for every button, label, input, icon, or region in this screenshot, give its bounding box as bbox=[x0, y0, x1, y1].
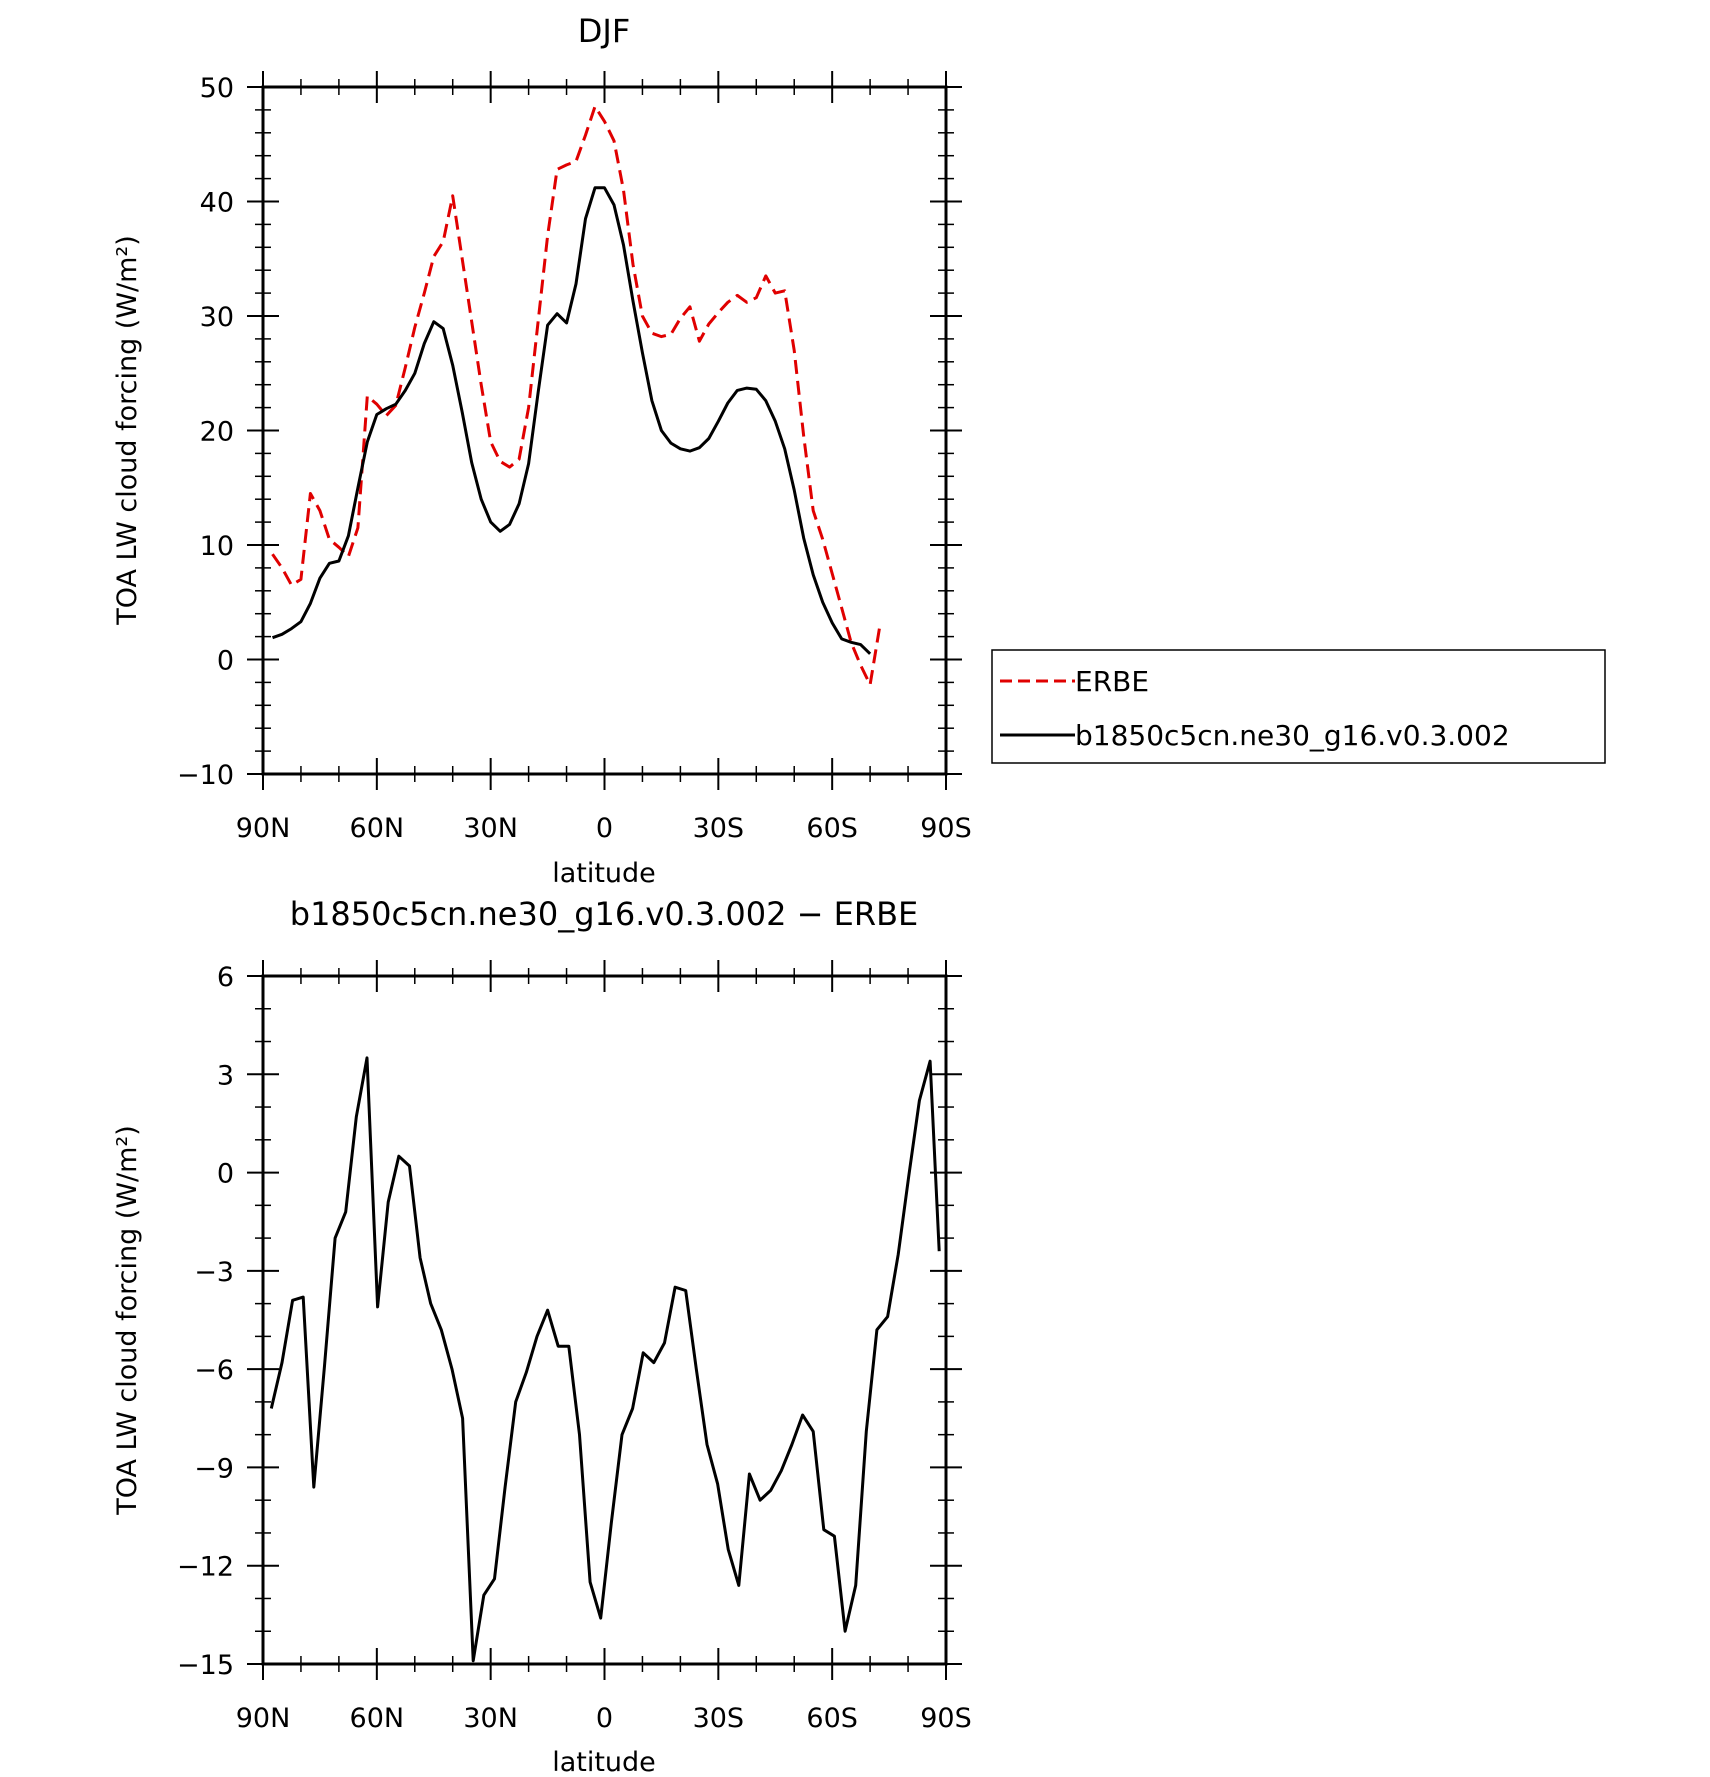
series-lines-bottom bbox=[269, 1056, 941, 1663]
plot-frame-bottom bbox=[261, 974, 948, 1666]
y-tick-label: −12 bbox=[177, 1552, 234, 1583]
legend-label-model: b1850c5cn.ne30_g16.v0.3.002 bbox=[1075, 719, 1510, 752]
y-axis-title-top: TOA LW cloud forcing (W/m²) bbox=[112, 235, 143, 626]
y-tick-label: 50 bbox=[200, 73, 234, 104]
x-tick-label: 60S bbox=[806, 813, 858, 844]
y-tick-label: −3 bbox=[194, 1257, 234, 1288]
legend-label-erbe: ERBE bbox=[1075, 665, 1149, 698]
series-lines-top bbox=[271, 105, 882, 687]
y-tick-label: −9 bbox=[194, 1453, 234, 1484]
difference-panel: b1850c5cn.ne30_g16.v0.3.002 − ERBE −15−1… bbox=[112, 895, 972, 1777]
erbe-series-line bbox=[271, 105, 882, 687]
x-tick-label: 90N bbox=[236, 1703, 291, 1734]
panel-title-difference: b1850c5cn.ne30_g16.v0.3.002 − ERBE bbox=[290, 895, 919, 933]
y-tick-label: 0 bbox=[217, 1159, 234, 1190]
x-tick-label: 30S bbox=[693, 813, 745, 844]
y-tick-label: −15 bbox=[177, 1650, 234, 1681]
y-tick-label: −6 bbox=[194, 1355, 234, 1386]
x-tick-label: 90N bbox=[236, 813, 291, 844]
y-tick-label: 20 bbox=[200, 417, 234, 448]
tick-marks-top bbox=[247, 71, 962, 790]
legend: ERBE b1850c5cn.ne30_g16.v0.3.002 bbox=[991, 649, 1606, 764]
y-tick-label: −10 bbox=[177, 760, 234, 791]
legend-box bbox=[991, 649, 1606, 764]
x-tick-label: 0 bbox=[596, 813, 613, 844]
x-tick-labels-bottom: 90N 60N 30N 0 30S 60S 90S bbox=[236, 1703, 972, 1734]
x-tick-label: 90S bbox=[920, 813, 972, 844]
x-tick-label: 60N bbox=[350, 813, 405, 844]
b1850c5cn-ne30-g16-v0-3-002-series-line bbox=[271, 186, 872, 655]
y-tick-label: 40 bbox=[200, 188, 234, 219]
x-tick-label: 30N bbox=[463, 1703, 518, 1734]
x-tick-label: 0 bbox=[596, 1703, 613, 1734]
y-axis-title-bottom: TOA LW cloud forcing (W/m²) bbox=[112, 1125, 143, 1516]
x-axis-title-top: latitude bbox=[552, 858, 656, 889]
x-tick-label: 30S bbox=[693, 1703, 745, 1734]
panel-title-djf: DJF bbox=[578, 12, 630, 50]
djf-panel: DJF −10 0 10 20 30 40 50 90N 60N 30N 0 30S 60S 90S l… bbox=[112, 12, 1606, 889]
y-tick-label: 10 bbox=[200, 531, 234, 562]
x-tick-label: 30N bbox=[463, 813, 518, 844]
x-tick-label: 60N bbox=[350, 1703, 405, 1734]
x-tick-label: 90S bbox=[920, 1703, 972, 1734]
y-tick-label: 6 bbox=[217, 962, 234, 993]
y-tick-label: 30 bbox=[200, 302, 234, 333]
x-tick-label: 60S bbox=[806, 1703, 858, 1734]
y-tick-labels-top: −10 0 10 20 30 40 50 bbox=[177, 73, 234, 791]
y-tick-label: 3 bbox=[217, 1060, 234, 1091]
x-tick-labels-top: 90N 60N 30N 0 30S 60S 90S bbox=[236, 813, 972, 844]
x-axis-title-bottom: latitude bbox=[552, 1747, 656, 1777]
y-tick-label: 0 bbox=[217, 646, 234, 677]
difference-series-line bbox=[269, 1056, 941, 1663]
y-tick-labels-bottom: −15 −12 −9 −6 −3 0 3 6 bbox=[177, 962, 234, 1681]
